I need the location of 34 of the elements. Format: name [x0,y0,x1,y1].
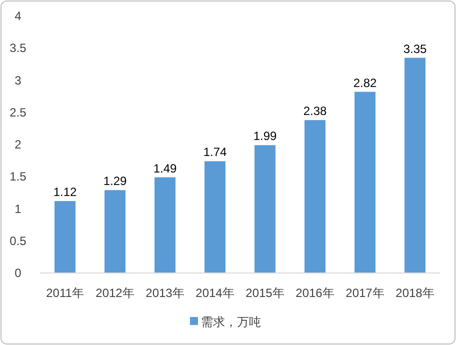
y-tick-label: 3 [14,73,22,88]
x-tick-label: 2017年 [346,286,384,300]
x-tick-label: 2013年 [146,286,184,300]
x-tick-label: 2016年 [296,286,334,300]
x-tick-label: 2015年 [246,286,284,300]
bar [404,58,426,273]
bar [304,120,326,273]
data-label: 1.74 [203,145,227,160]
data-label: 1.29 [103,174,127,188]
data-label: 1.99 [253,129,277,144]
x-tick-label: 2012年 [96,286,134,300]
y-tick-label: 1 [14,202,22,216]
data-label: 2.38 [303,104,327,118]
bar [104,190,126,273]
data-label: 1.49 [153,161,177,176]
legend-label: 需求，万吨 [201,315,261,329]
bar [254,145,276,273]
x-tick-label: 2011年 [46,286,84,300]
y-tick-label: 1.5 [10,170,27,184]
bar [204,161,226,273]
data-label: 1.12 [53,185,77,200]
y-tick-label: 2.5 [10,105,27,120]
data-label: 3.35 [403,42,427,56]
y-tick-label: 4 [14,9,22,23]
x-tick-label: 2014年 [196,286,234,300]
y-tick-label: 3.5 [10,41,27,56]
bar [354,92,376,273]
data-label: 2.82 [353,76,377,90]
y-tick-label: 0.5 [10,234,27,248]
y-tick-label: 2 [14,138,22,152]
x-tick-label: 2018年 [396,286,434,300]
bar [154,177,176,273]
y-tick-label: 0 [14,266,22,280]
bar [54,201,76,273]
